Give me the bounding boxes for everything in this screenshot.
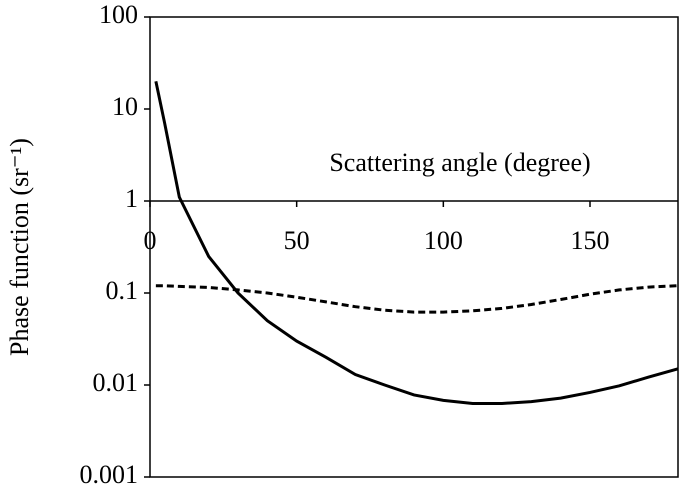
series-line: [154, 80, 679, 405]
y-tick-label: 100: [99, 0, 138, 29]
x-axis-label: Scattering angle (degree): [329, 148, 590, 177]
plot-frame: [149, 16, 679, 478]
y-axis-label: Phase function (sr⁻¹): [5, 138, 34, 356]
x-tick-label: 100: [424, 226, 463, 255]
y-tick-label: 1: [125, 184, 138, 213]
x-tick-label: 0: [144, 226, 157, 255]
y-tick-label: 10: [112, 92, 138, 121]
series-line: [155, 284, 679, 314]
x-tick-label: 50: [284, 226, 310, 255]
y-tick-label: 0.001: [80, 460, 139, 489]
y-tick-label: 0.01: [93, 368, 139, 397]
y-tick-label: 0.1: [106, 276, 139, 305]
x-tick-label: 150: [571, 226, 610, 255]
